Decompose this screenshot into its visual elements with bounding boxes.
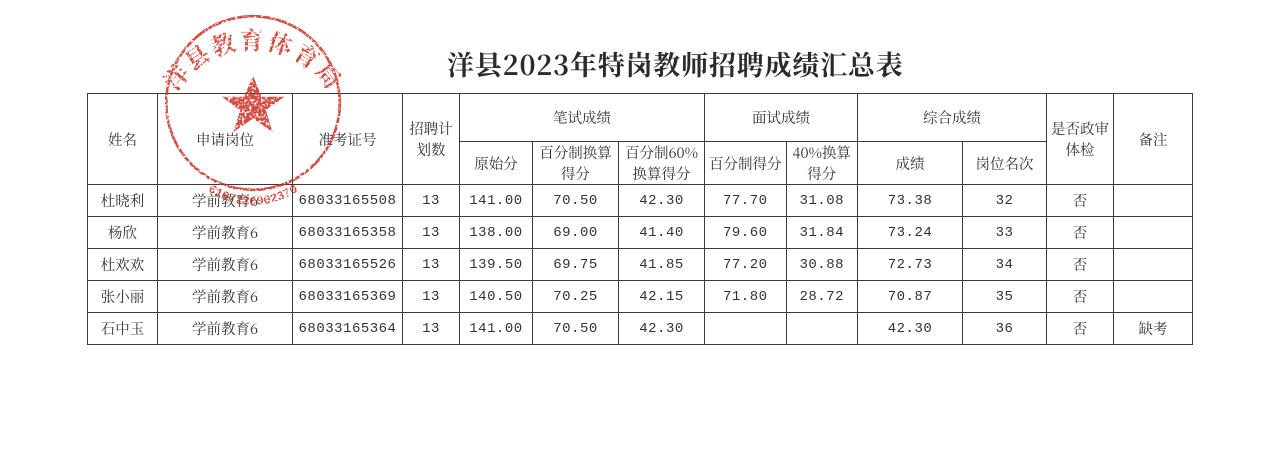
svg-text:6107230002370: 6107230002370 <box>205 182 300 209</box>
